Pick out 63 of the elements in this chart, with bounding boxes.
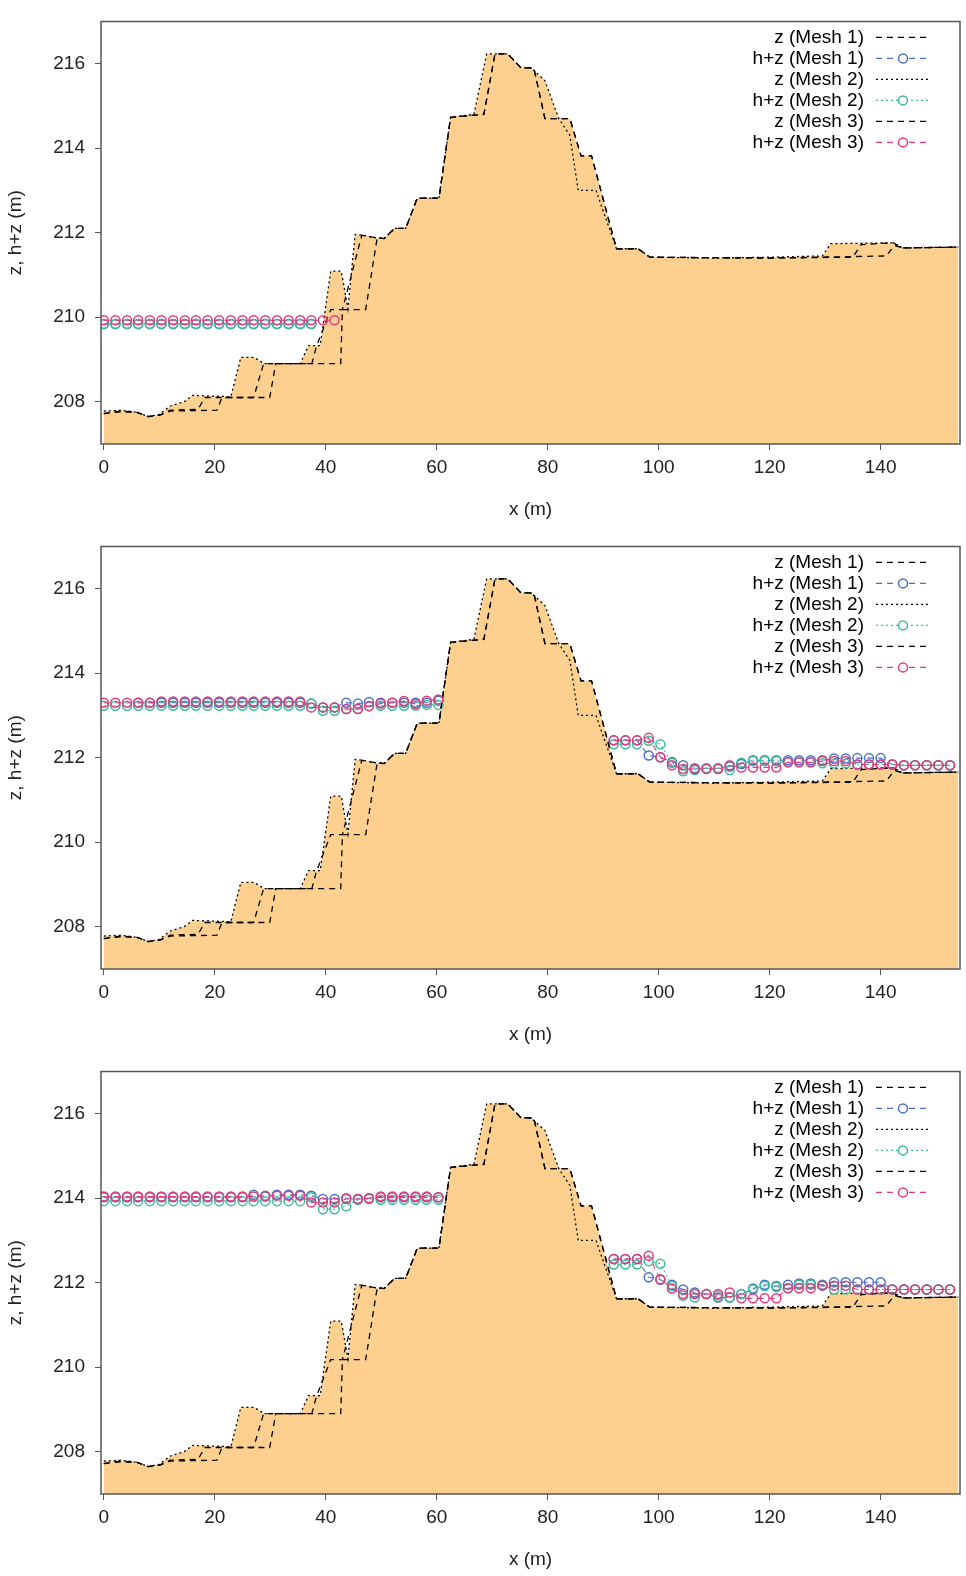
y-tick-label: 210	[53, 305, 85, 327]
y-tick-label: 216	[53, 51, 85, 73]
legend-label: h+z (Mesh 3)	[752, 655, 864, 677]
y-tick-label: 208	[53, 389, 85, 411]
legend-label: h+z (Mesh 2)	[752, 613, 864, 635]
x-tick-label: 100	[642, 980, 675, 1002]
x-tick-label: 80	[537, 1505, 559, 1527]
x-tick-label: 100	[642, 1505, 675, 1527]
x-tick-label: 140	[864, 1505, 897, 1527]
x-tick-label: 40	[315, 1505, 337, 1527]
legend-label: z (Mesh 3)	[774, 109, 864, 131]
x-tick-label: 20	[204, 455, 226, 477]
y-tick-label: 216	[53, 576, 85, 598]
y-tick-label: 214	[53, 1186, 86, 1208]
y-tick-label: 212	[53, 1270, 85, 1292]
x-tick-label: 0	[98, 455, 110, 477]
x-tick-label: 80	[537, 455, 559, 477]
x-tick-label: 120	[753, 980, 786, 1002]
y-tick-label: 210	[53, 830, 85, 852]
x-tick-label: 100	[642, 455, 675, 477]
x-tick-label: 80	[537, 980, 559, 1002]
x-tick-label: 140	[864, 455, 897, 477]
x-tick-label: 140	[864, 980, 897, 1002]
legend-label: z (Mesh 3)	[774, 634, 864, 656]
x-tick-label: 40	[315, 980, 337, 1002]
x-tick-label: 120	[753, 455, 786, 477]
y-axis-title: z, h+z (m)	[3, 1240, 25, 1326]
legend-label: z (Mesh 2)	[774, 592, 864, 614]
y-tick-label: 216	[53, 1101, 85, 1123]
x-tick-label: 0	[98, 1505, 110, 1527]
y-tick-label: 210	[53, 1355, 85, 1377]
y-tick-label: 208	[53, 1439, 85, 1461]
legend-label: z (Mesh 3)	[774, 1159, 864, 1181]
x-axis-title: x (m)	[508, 1022, 553, 1044]
legend-label: h+z (Mesh 3)	[752, 130, 864, 152]
x-tick-label: 20	[204, 980, 226, 1002]
legend-label: h+z (Mesh 1)	[752, 1096, 864, 1118]
x-tick-label: 60	[426, 455, 448, 477]
legend-label: z (Mesh 1)	[774, 1075, 864, 1097]
x-axis-title: x (m)	[508, 1547, 553, 1569]
x-tick-label: 120	[753, 1505, 786, 1527]
y-tick-label: 208	[53, 914, 85, 936]
legend-label: z (Mesh 2)	[774, 67, 864, 89]
legend-label: h+z (Mesh 1)	[752, 571, 864, 593]
legend-label: h+z (Mesh 2)	[752, 88, 864, 110]
y-tick-label: 212	[53, 220, 85, 242]
legend-label: h+z (Mesh 2)	[752, 1138, 864, 1160]
x-tick-label: 0	[98, 980, 110, 1002]
x-tick-label: 20	[204, 1505, 226, 1527]
y-tick-label: 214	[53, 661, 86, 683]
y-tick-label: 214	[53, 136, 86, 158]
legend-label: h+z (Mesh 3)	[752, 1180, 864, 1202]
legend-label: z (Mesh 1)	[774, 25, 864, 47]
x-tick-label: 60	[426, 1505, 448, 1527]
y-axis-title: z, h+z (m)	[3, 190, 25, 276]
y-tick-label: 212	[53, 745, 85, 767]
x-tick-label: 60	[426, 980, 448, 1002]
x-tick-label: 40	[315, 455, 337, 477]
legend-label: h+z (Mesh 1)	[752, 46, 864, 68]
x-axis-title: x (m)	[508, 497, 553, 519]
y-axis-title: z, h+z (m)	[3, 715, 25, 801]
legend-label: z (Mesh 1)	[774, 550, 864, 572]
legend-label: z (Mesh 2)	[774, 1117, 864, 1139]
